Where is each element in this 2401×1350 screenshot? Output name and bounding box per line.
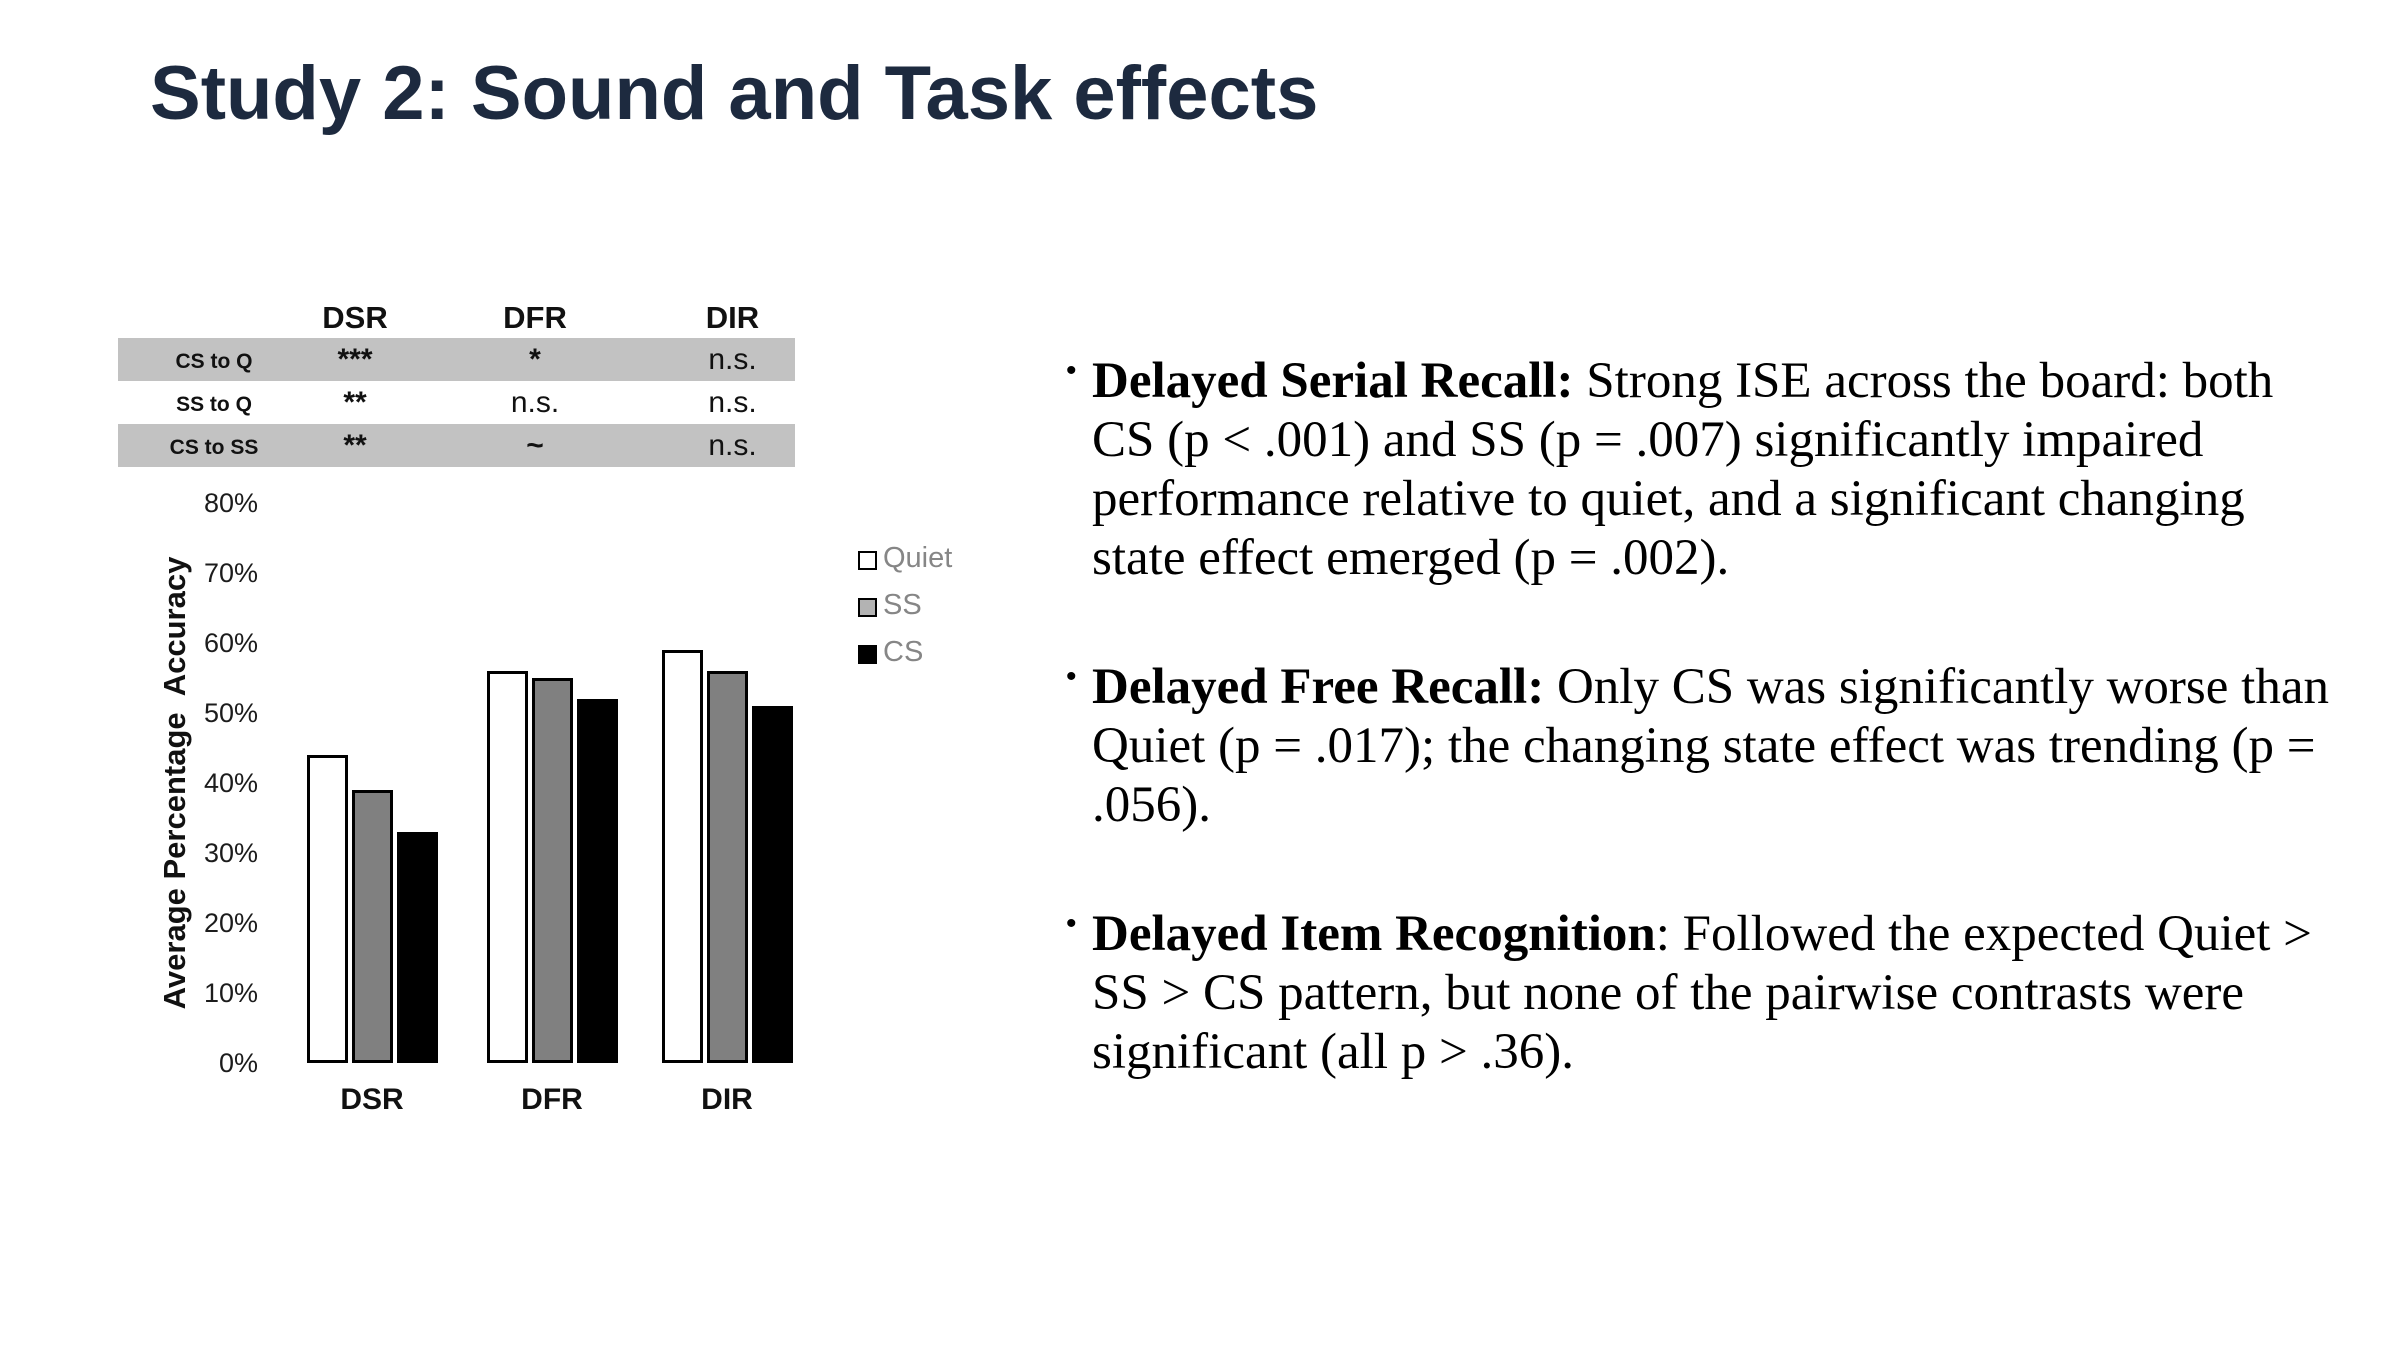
quiet-swatch-icon [858, 550, 877, 570]
bar-ss-dfr [532, 678, 573, 1063]
bar-ss-dsr [352, 790, 393, 1063]
bullet-item-delayed-item-recognition: Delayed Item Recognition: Followed the e… [1066, 905, 2332, 1082]
table-row: CS to SS ** ~ n.s. [118, 424, 795, 467]
table-row: SS to Q ** n.s. n.s. [118, 381, 795, 424]
bar-cs-dfr [577, 699, 618, 1063]
legend-label: Quiet [883, 542, 953, 574]
legend-label: SS [883, 589, 922, 621]
bullet-text: Only CS was significantly worse than Qui… [1092, 659, 2329, 833]
y-tick-label: 0% [218, 1048, 258, 1078]
page-title: Study 2: Sound and Task effects [150, 51, 1319, 136]
bar-quiet-dfr [487, 671, 528, 1063]
sig-cell: n.s. [708, 385, 757, 419]
sig-cell: ** [343, 428, 367, 462]
bullet-lead: Delayed Serial Recall: [1092, 353, 1574, 409]
bullet-text: : Followed the expected Quiet > SS > CS … [1092, 906, 2312, 1080]
legend-item-quiet: Quiet [858, 542, 953, 575]
y-tick-label: 40% [203, 768, 258, 798]
y-tick-label: 30% [203, 838, 258, 868]
sig-cell: n.s. [708, 342, 757, 376]
bar-chart: Average Percentage Accuracy 0% 10% 20% 30% 4… [0, 0, 960, 1350]
bar-ss-dir [707, 671, 748, 1063]
bullet-list: Delayed Serial Recall: Strong ISE across… [1066, 352, 2332, 1152]
column-header-dir: DIR [705, 300, 760, 335]
y-tick-label: 20% [203, 908, 258, 938]
legend-item-cs: CS [858, 636, 924, 669]
bullet-item-delayed-serial-recall: Delayed Serial Recall: Strong ISE across… [1066, 352, 2332, 588]
cs-swatch-icon [858, 644, 877, 664]
bullet-item-delayed-free-recall: Delayed Free Recall: Only CS was signifi… [1066, 658, 2332, 835]
row-label: SS to Q [176, 393, 252, 416]
x-axis-label-dfr: DFR [521, 1083, 583, 1116]
bar-quiet-dir [662, 650, 703, 1063]
significance-table-header: DSR DFR DIR [118, 300, 795, 338]
row-label: CS to SS [169, 436, 259, 459]
y-tick-label: 50% [203, 698, 258, 728]
legend-item-ss: SS [858, 589, 922, 622]
row-label: CS to Q [175, 350, 253, 373]
ss-swatch-icon [858, 597, 877, 617]
bullet-text: Strong ISE across the board: both CS (p … [1092, 353, 2274, 586]
significance-table: DSR DFR DIR CS to Q *** * n.s. SS to Q *… [118, 300, 795, 467]
bullet-lead: Delayed Free Recall: [1092, 659, 1545, 715]
bar-cs-dir [752, 706, 793, 1063]
bar-quiet-dsr [307, 755, 348, 1063]
table-row: CS to Q *** * n.s. [118, 338, 795, 381]
bullet-lead: Delayed Item Recognition [1092, 906, 1656, 962]
sig-cell: n.s. [708, 428, 757, 462]
legend-label: CS [883, 636, 924, 668]
x-axis-label-dsr: DSR [340, 1083, 404, 1116]
sig-cell: * [529, 342, 541, 376]
bar-cs-dsr [397, 832, 438, 1063]
column-header-dsr: DSR [322, 300, 388, 335]
sig-cell: *** [337, 342, 373, 376]
y-tick-label: 70% [203, 558, 258, 588]
x-axis-label-dir: DIR [701, 1083, 753, 1116]
y-tick-label: 80% [203, 488, 258, 518]
sig-cell: n.s. [510, 385, 560, 419]
sig-cell: ~ [526, 428, 544, 462]
column-header-dfr: DFR [503, 300, 567, 335]
y-tick-label: 10% [203, 978, 258, 1008]
y-tick-label: 60% [203, 628, 258, 658]
sig-cell: ** [343, 385, 367, 419]
